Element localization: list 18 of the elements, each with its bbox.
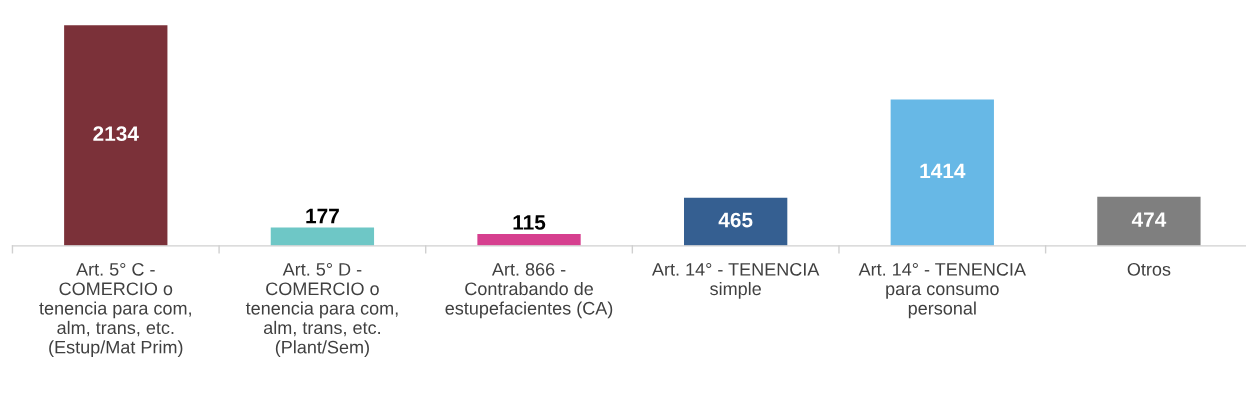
bar [684,197,788,246]
bar [64,25,168,246]
data-label: 115 [513,215,546,230]
x-tick-label: Art. 14° - TENENCIA simple [651,262,820,299]
data-label: 465 [718,212,753,228]
data-label: 1414 [920,163,966,179]
data-label: 474 [1131,212,1167,227]
bar [270,227,375,246]
data-label: 2134 [93,126,139,142]
data-label: 177 [306,208,339,224]
bar [890,99,994,246]
x-tick-label: Otros [1127,262,1171,276]
x-tick-label: Art. 14° - TENENCIA para consumo personal [858,262,1026,319]
x-tick-label: Art. 866 - Contrabando de estupefacientes (CA) [445,262,613,319]
bar [1097,196,1201,246]
x-tick-label: Art. 5° D - COMERCIO o tenencia para com, alm, trans, etc. (Plant/Sem) [245,262,398,358]
bar [477,233,581,246]
x-tick-label: Art. 5° C - COMERCIO o tenencia para com, alm, trans, etc. (Estup/Mat Prim) [39,262,191,358]
